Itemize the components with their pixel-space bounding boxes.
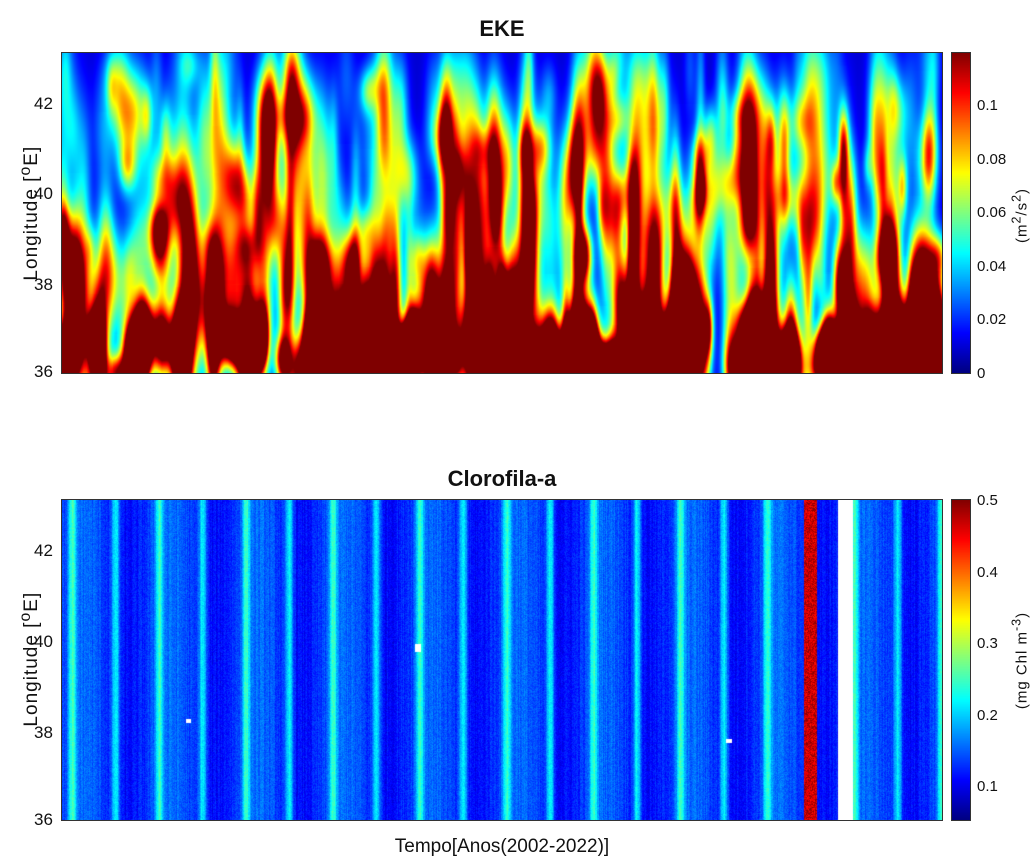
chl-ytick: 42 <box>34 541 53 560</box>
eke-ytick: 42 <box>34 94 53 113</box>
eke-cb-label: (m2/s2) <box>1009 187 1031 244</box>
chl-ytick: 38 <box>34 723 53 742</box>
chl-cb-tick: 0.1 <box>977 778 998 795</box>
eke-ytick: 40 <box>34 184 53 203</box>
eke-cb-tick: 0.08 <box>977 151 1007 168</box>
chl-cb-tick: 0.5 <box>977 492 998 509</box>
eke-cb-tick: 0.02 <box>977 311 1007 328</box>
chl-xlabel: Tempo[Anos(2002-2022)] <box>394 836 610 857</box>
chl-heatmap <box>61 499 943 821</box>
chl-cb-label: (mg Chl m-3) <box>1009 611 1031 710</box>
eke-colorbar <box>951 52 971 374</box>
chl-ytick: 40 <box>34 632 53 651</box>
chl-cb-tick: 0.3 <box>977 635 998 652</box>
eke-cb-tick: 0.06 <box>977 204 1007 221</box>
chl-ytick: 36 <box>34 810 53 829</box>
chl-axes-frame <box>61 499 943 821</box>
eke-cb-tick: 0.04 <box>977 258 1007 275</box>
chl-colorbar-frame <box>951 499 971 821</box>
chl-cb-tick: 0.2 <box>977 707 998 724</box>
eke-ytick: 36 <box>34 362 53 381</box>
eke-axes-frame <box>61 52 943 374</box>
eke-title: EKE <box>479 16 525 41</box>
eke-cb-tick: 0.1 <box>977 97 998 114</box>
chl-title: Clorofila-a <box>447 466 557 491</box>
eke-colorbar-frame <box>951 52 971 374</box>
eke-heatmap <box>61 52 943 374</box>
chl-cb-tick: 0.4 <box>977 564 998 581</box>
eke-cb-tick: 0 <box>977 365 986 382</box>
eke-ytick: 38 <box>34 275 53 294</box>
chl-colorbar <box>951 499 971 821</box>
